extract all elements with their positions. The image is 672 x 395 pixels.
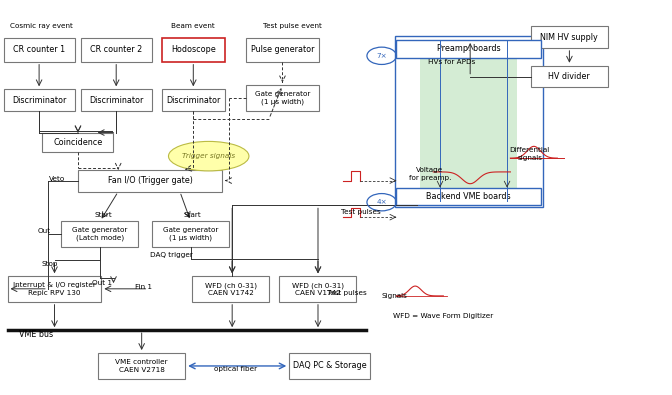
Text: Preamp. boards: Preamp. boards <box>437 44 501 53</box>
Text: Gate generator
(1 μs width): Gate generator (1 μs width) <box>255 91 310 105</box>
FancyBboxPatch shape <box>396 188 540 205</box>
FancyBboxPatch shape <box>279 276 356 302</box>
FancyBboxPatch shape <box>245 38 319 62</box>
Text: Fan I/O (Trigger gate): Fan I/O (Trigger gate) <box>108 176 192 185</box>
FancyBboxPatch shape <box>78 170 222 192</box>
Text: Pulse generator: Pulse generator <box>251 45 314 55</box>
Text: HVs for APDs: HVs for APDs <box>427 60 475 66</box>
Text: Gate generator
(1 μs width): Gate generator (1 μs width) <box>163 227 218 241</box>
Text: Voltage
for preamp.: Voltage for preamp. <box>409 167 451 181</box>
Text: Discriminator: Discriminator <box>167 96 221 105</box>
Text: VME bus: VME bus <box>19 329 53 339</box>
Text: WFD (ch 0-31)
CAEN V1742: WFD (ch 0-31) CAEN V1742 <box>204 282 257 296</box>
Text: DAQ PC & Storage: DAQ PC & Storage <box>292 361 366 370</box>
Text: Test pulses: Test pulses <box>327 290 366 296</box>
Text: Beam event: Beam event <box>171 23 215 29</box>
Text: HV divider: HV divider <box>548 72 590 81</box>
Text: 4×: 4× <box>376 199 387 205</box>
FancyBboxPatch shape <box>7 276 101 302</box>
FancyBboxPatch shape <box>530 26 607 48</box>
FancyBboxPatch shape <box>81 89 152 111</box>
Text: NIM HV supply: NIM HV supply <box>540 33 598 41</box>
FancyBboxPatch shape <box>245 85 319 111</box>
Text: Gate generator
(Latch mode): Gate generator (Latch mode) <box>72 227 128 241</box>
Text: Coincidence: Coincidence <box>53 138 102 147</box>
Text: Cosmic ray event: Cosmic ray event <box>9 23 73 29</box>
Text: VME controller
CAEN V2718: VME controller CAEN V2718 <box>116 359 168 372</box>
FancyBboxPatch shape <box>420 56 517 201</box>
Text: Fin 1: Fin 1 <box>135 284 152 290</box>
Text: Stop: Stop <box>42 261 58 267</box>
Text: Out 1: Out 1 <box>92 280 112 286</box>
Text: WFD (ch 0-31)
CAEN V1742: WFD (ch 0-31) CAEN V1742 <box>292 282 343 296</box>
Text: optical fiber: optical fiber <box>214 366 257 372</box>
FancyBboxPatch shape <box>162 38 226 62</box>
FancyBboxPatch shape <box>289 353 370 378</box>
FancyBboxPatch shape <box>396 40 540 58</box>
Text: CR counter 1: CR counter 1 <box>13 45 65 55</box>
Text: Start: Start <box>183 212 202 218</box>
Text: DAQ trigger: DAQ trigger <box>151 252 194 258</box>
Text: Test pulses: Test pulses <box>341 209 381 214</box>
Text: 7×: 7× <box>376 53 387 59</box>
FancyBboxPatch shape <box>162 89 226 111</box>
Text: CR counter 2: CR counter 2 <box>91 45 142 55</box>
Text: Backend VME boards: Backend VME boards <box>426 192 511 201</box>
Text: Trigger signals: Trigger signals <box>182 153 235 159</box>
FancyBboxPatch shape <box>4 89 75 111</box>
FancyBboxPatch shape <box>152 221 229 247</box>
Text: Signals: Signals <box>381 293 407 299</box>
Text: Differential
signals: Differential signals <box>510 147 550 161</box>
Ellipse shape <box>169 141 249 171</box>
Text: Discriminator: Discriminator <box>89 96 144 105</box>
Text: Veto: Veto <box>49 177 65 182</box>
FancyBboxPatch shape <box>61 221 138 247</box>
Text: Start: Start <box>95 212 112 218</box>
Text: Discriminator: Discriminator <box>12 96 67 105</box>
Text: Out: Out <box>37 228 50 234</box>
Text: WFD = Wave Form Digitizer: WFD = Wave Form Digitizer <box>393 312 493 319</box>
Text: Hodoscope: Hodoscope <box>171 45 216 55</box>
Text: Test pulse event: Test pulse event <box>263 23 322 29</box>
FancyBboxPatch shape <box>4 38 75 62</box>
FancyBboxPatch shape <box>98 353 185 378</box>
FancyBboxPatch shape <box>530 66 607 87</box>
FancyBboxPatch shape <box>81 38 152 62</box>
Text: Interrupt & I/O register
Repic RPV 130: Interrupt & I/O register Repic RPV 130 <box>13 282 96 296</box>
FancyBboxPatch shape <box>42 133 113 152</box>
FancyBboxPatch shape <box>192 276 269 302</box>
